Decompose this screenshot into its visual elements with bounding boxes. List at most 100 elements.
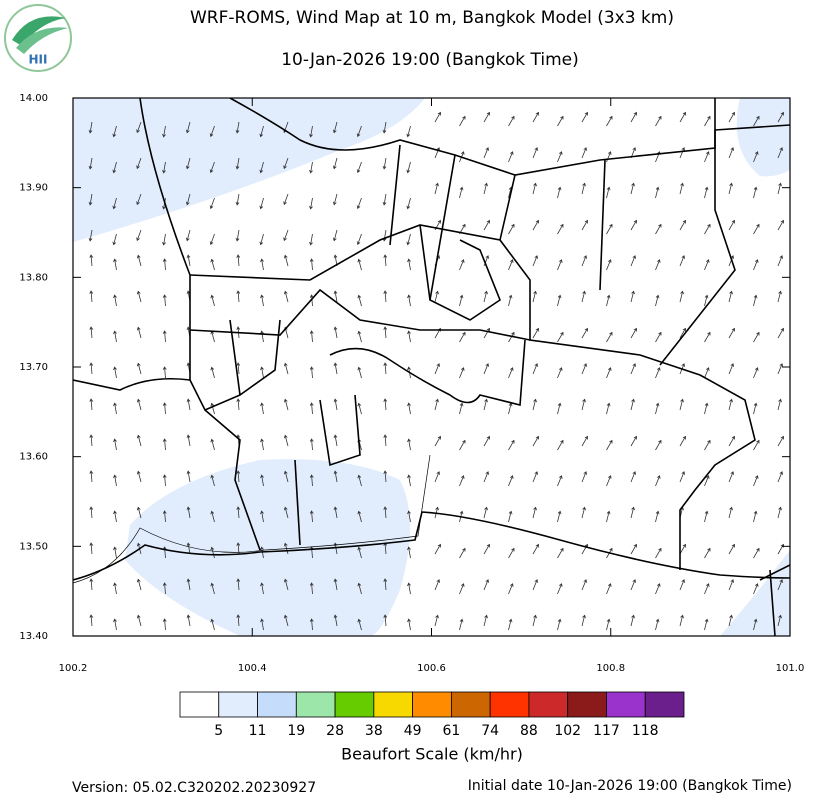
wind-arrow xyxy=(283,506,289,519)
wind-arrow xyxy=(434,471,440,483)
wind-arrow xyxy=(136,229,142,242)
wind-shade xyxy=(736,98,790,177)
wind-arrow xyxy=(704,331,711,343)
wind-arrow xyxy=(357,546,362,559)
wind-arrow xyxy=(89,290,94,303)
wind-arrow xyxy=(89,362,94,375)
wind-arrow xyxy=(630,506,635,519)
wind-arrow xyxy=(532,147,538,159)
wind-shade xyxy=(720,550,790,636)
wind-arrow xyxy=(728,543,735,555)
wind-arrow xyxy=(309,582,314,595)
wind-arrow xyxy=(655,259,661,271)
wind-arrow xyxy=(162,125,166,138)
x-tick-label: 100.2 xyxy=(59,663,88,674)
wind-arrow xyxy=(185,193,191,206)
colorbar-box xyxy=(528,691,569,718)
wind-arrow xyxy=(606,186,611,199)
wind-arrow xyxy=(406,197,411,210)
wind-arrow xyxy=(532,435,539,447)
wind-arrow xyxy=(508,259,514,271)
wind-arrow xyxy=(606,510,611,523)
wind-arrow xyxy=(113,330,117,343)
wind-arrow xyxy=(508,439,515,451)
colorbar-label: 28 xyxy=(326,723,344,739)
wind-arrow xyxy=(532,219,539,231)
wind-arrow xyxy=(434,543,441,555)
wind-arrow xyxy=(357,294,362,307)
wind-arrow xyxy=(209,161,215,174)
wind-arrow xyxy=(508,475,514,487)
wind-arrow xyxy=(407,510,411,523)
wind-arrow xyxy=(630,614,635,627)
wind-arrow xyxy=(581,471,587,483)
wind-arrow xyxy=(679,614,684,627)
wind-arrow xyxy=(606,475,612,487)
wind-arrow xyxy=(283,434,289,447)
colorbar-box xyxy=(450,691,491,718)
wind-arrow xyxy=(655,510,660,523)
wind-arrow xyxy=(630,579,636,591)
wind-arrow xyxy=(557,402,562,415)
wind-arrow xyxy=(186,614,191,627)
wind-arrow xyxy=(728,111,735,123)
wind-arrow xyxy=(88,121,93,134)
wind-arrow xyxy=(508,583,514,595)
wind-arrow xyxy=(309,258,314,271)
wind-arrow xyxy=(113,474,117,487)
wind-arrow xyxy=(434,363,440,375)
wind-arrow xyxy=(630,111,637,123)
y-tick-label: 13.50 xyxy=(19,541,48,552)
wind-arrow xyxy=(557,115,564,127)
wind-arrow xyxy=(356,125,362,138)
wind-arrow xyxy=(704,510,709,523)
wind-arrow xyxy=(753,115,760,127)
wind-arrow xyxy=(777,111,784,123)
wind-arrow xyxy=(728,327,735,339)
wind-arrow xyxy=(209,233,215,246)
wind-arrow xyxy=(630,182,635,195)
wind-arrow xyxy=(186,542,191,555)
wind-arrow xyxy=(753,223,760,235)
wind-arrow xyxy=(728,506,733,519)
wind-arrow xyxy=(508,115,515,127)
wind-arrow xyxy=(235,229,240,242)
wind-arrow xyxy=(333,362,338,375)
wind-arrow xyxy=(259,233,264,246)
wind-arrow xyxy=(655,294,660,307)
y-tick-label: 13.60 xyxy=(19,452,48,463)
wind-arrow xyxy=(606,259,612,271)
wind-arrow xyxy=(210,510,215,523)
wind-arrow xyxy=(630,255,636,267)
wind-arrow xyxy=(382,193,387,206)
wind-arrow xyxy=(655,223,662,235)
wind-arrow xyxy=(777,147,783,159)
wind-arrow xyxy=(357,330,362,343)
wind-arrow xyxy=(581,363,587,375)
wind-arrow xyxy=(508,618,513,631)
y-tick-label: 14.00 xyxy=(19,93,48,104)
wind-arrow xyxy=(136,326,142,339)
wind-arrow xyxy=(508,367,514,379)
wind-arrow xyxy=(728,398,733,411)
wind-arrow xyxy=(532,327,539,339)
colorbar-label: 74 xyxy=(481,723,499,739)
wind-arrow xyxy=(753,151,759,163)
wind-arrow xyxy=(136,470,142,483)
wind-arrow xyxy=(283,362,289,375)
wind-arrow xyxy=(162,474,167,487)
wind-arrow xyxy=(383,290,388,303)
wind-arrow xyxy=(483,435,490,447)
wind-arrow xyxy=(283,290,289,303)
wind-arrow xyxy=(185,121,191,134)
wind-arrow xyxy=(459,367,465,379)
wind-arrow xyxy=(483,111,490,123)
coastline xyxy=(73,454,431,584)
wind-arrow xyxy=(332,157,338,170)
y-tick-label: 13.90 xyxy=(19,183,48,194)
y-tick-label: 13.80 xyxy=(19,272,48,283)
wind-arrow xyxy=(679,219,686,231)
wind-arrow xyxy=(459,259,465,271)
wind-arrow xyxy=(186,434,191,447)
wind-arrow xyxy=(407,618,411,631)
